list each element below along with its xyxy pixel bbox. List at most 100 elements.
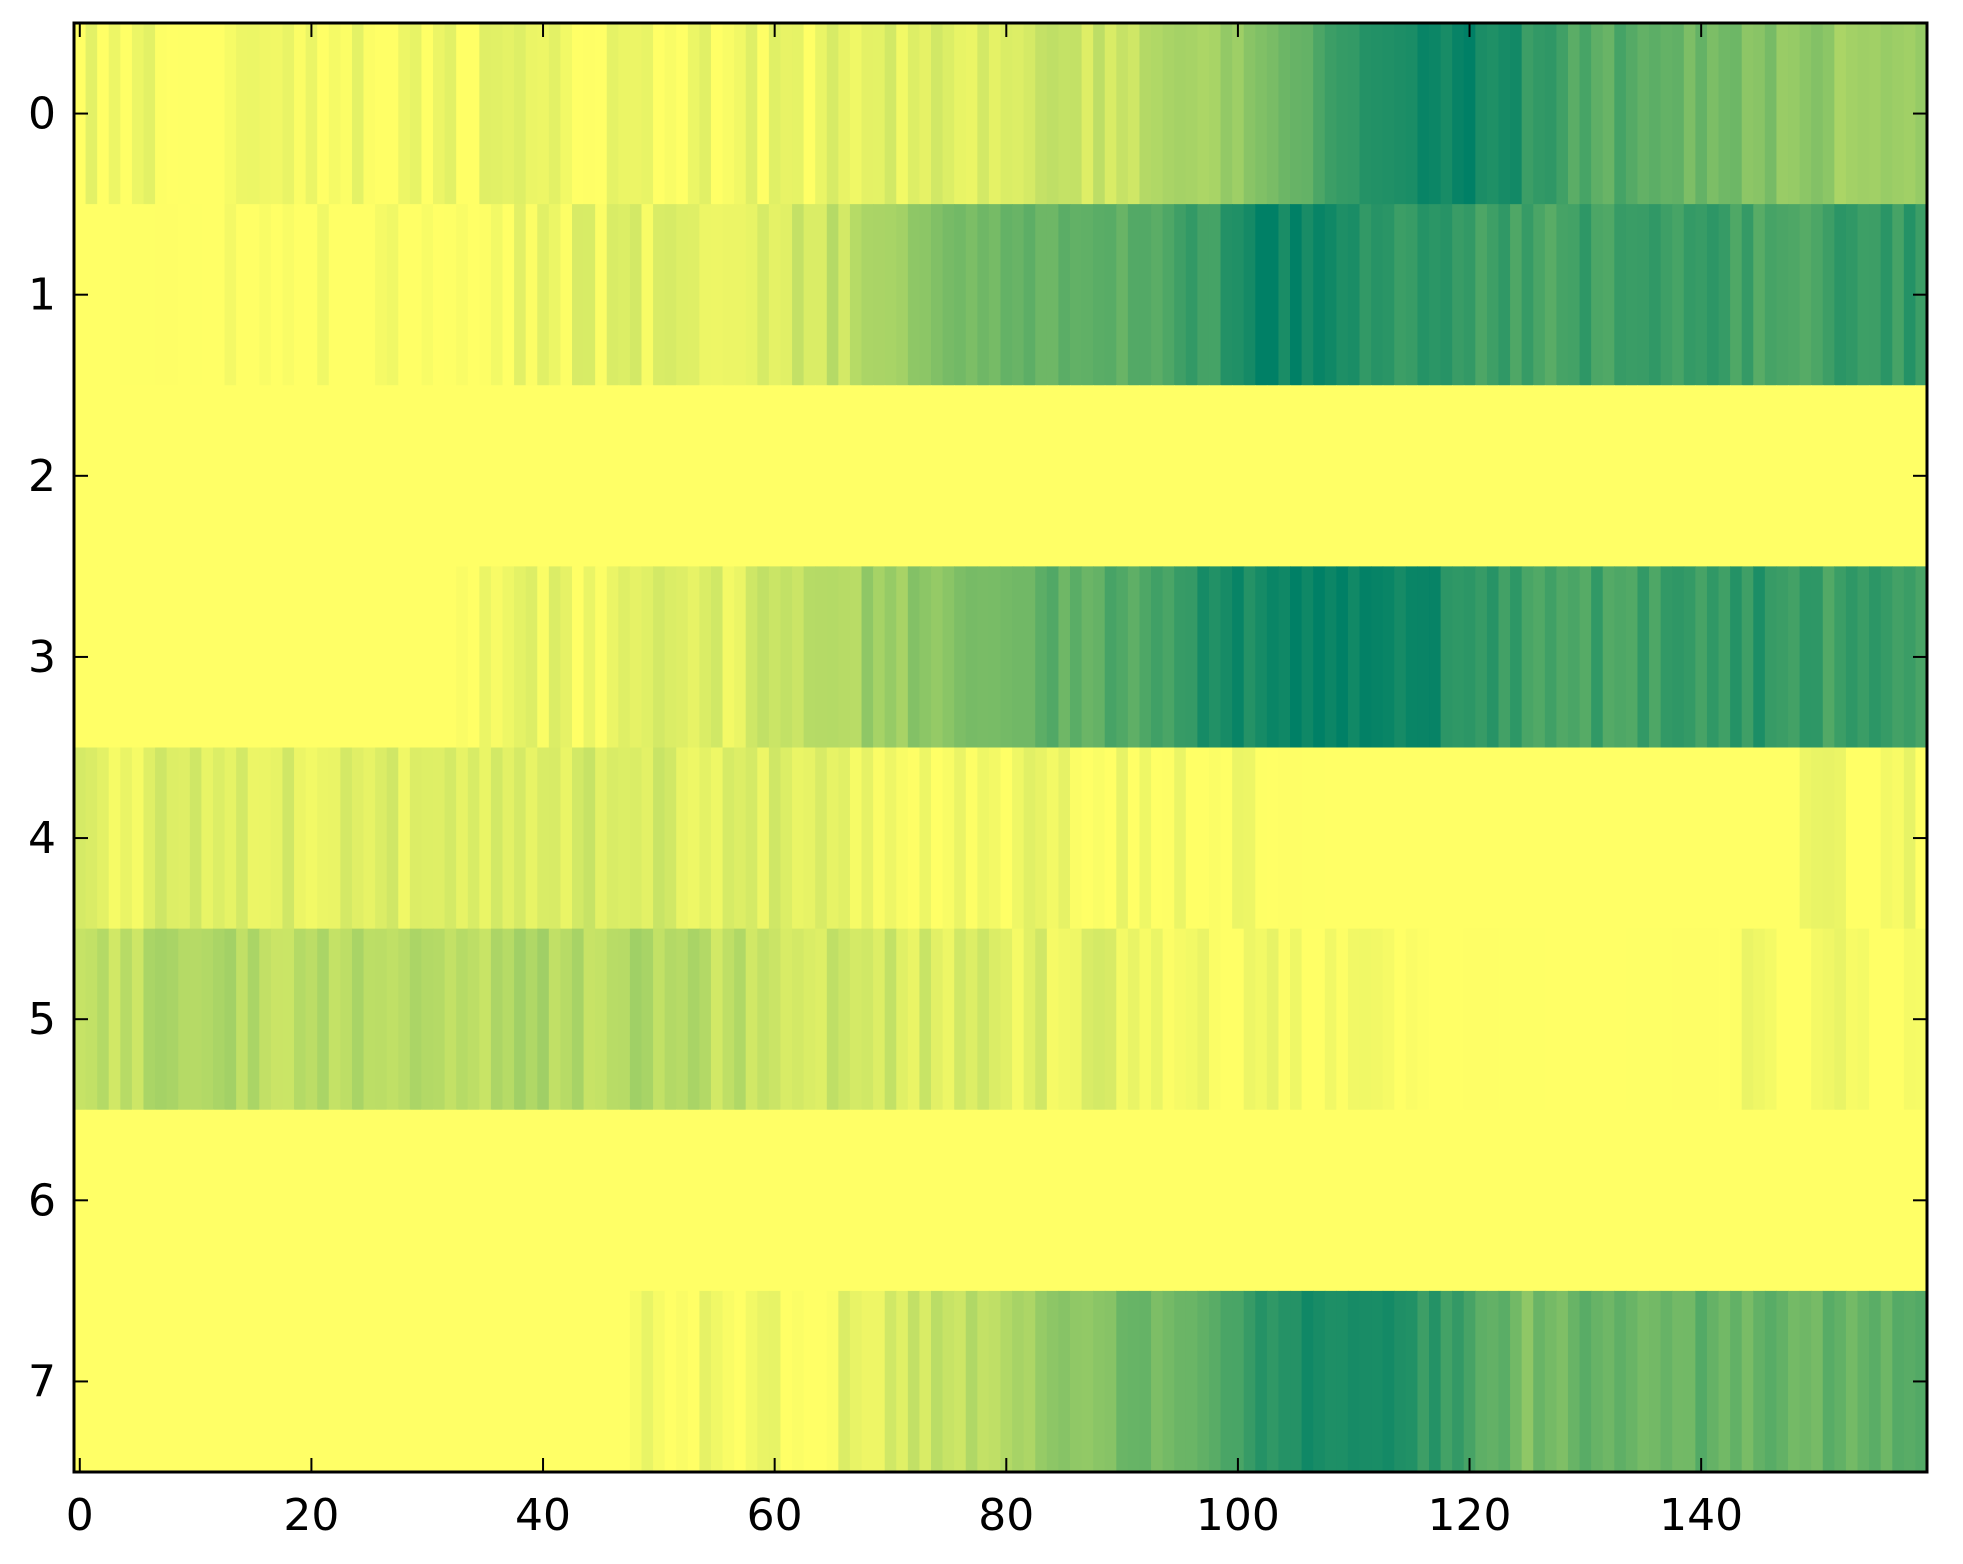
heatmap-cell-r1-c96 bbox=[1185, 204, 1198, 386]
heatmap-cell-r5-c10 bbox=[189, 928, 202, 1111]
heatmap-cell-r7-c62 bbox=[792, 1290, 805, 1473]
heatmap-cell-r0-c38 bbox=[514, 23, 527, 205]
heatmap-cell-r0-c20 bbox=[305, 23, 318, 205]
heatmap-cell-r0-c120 bbox=[1463, 23, 1476, 205]
heatmap-cell-r2-c4 bbox=[120, 385, 133, 567]
heatmap-cell-r6-c31 bbox=[433, 1109, 446, 1292]
heatmap-cell-r4-c58 bbox=[745, 747, 758, 930]
heatmap-cell-r6-c122 bbox=[1486, 1109, 1500, 1292]
heatmap-cell-r4-c40 bbox=[537, 747, 550, 930]
heatmap-cell-r4-c48 bbox=[629, 747, 643, 930]
heatmap-cell-r0-c92 bbox=[1139, 23, 1152, 205]
heatmap-cell-r2-c44 bbox=[583, 385, 596, 567]
heatmap-cell-r0-c27 bbox=[386, 23, 399, 205]
heatmap-cell-r0-c37 bbox=[502, 23, 515, 205]
heatmap-cell-r7-c147 bbox=[1776, 1290, 1789, 1473]
heatmap-cell-r6-c93 bbox=[1151, 1109, 1164, 1292]
heatmap-cell-r7-c63 bbox=[803, 1290, 816, 1473]
heatmap-cell-r3-c136 bbox=[1649, 566, 1662, 749]
heatmap-cell-r4-c116 bbox=[1417, 747, 1430, 930]
heatmap-cell-r1-c2 bbox=[97, 204, 110, 386]
heatmap-cell-r0-c126 bbox=[1533, 23, 1546, 205]
heatmap-cell-r1-c127 bbox=[1544, 204, 1557, 386]
heatmap-cell-r7-c92 bbox=[1139, 1290, 1152, 1473]
heatmap-cell-r1-c116 bbox=[1417, 204, 1430, 386]
heatmap-cell-r4-c62 bbox=[792, 747, 805, 930]
heatmap-cell-r6-c11 bbox=[201, 1109, 214, 1292]
heatmap-cell-r0-c101 bbox=[1243, 23, 1256, 205]
heatmap-cell-r5-c137 bbox=[1660, 928, 1673, 1111]
heatmap-cell-r3-c47 bbox=[618, 566, 631, 749]
heatmap-cell-r4-c157 bbox=[1892, 747, 1905, 930]
heatmap-cell-r5-c103 bbox=[1266, 928, 1280, 1111]
heatmap-cell-r6-c1 bbox=[85, 1109, 98, 1292]
heatmap-cell-r6-c58 bbox=[745, 1109, 758, 1292]
heatmap-cell-r0-c112 bbox=[1371, 23, 1384, 205]
heatmap-cell-r3-c26 bbox=[375, 566, 388, 749]
heatmap-cell-r2-c106 bbox=[1301, 385, 1314, 567]
heatmap-cell-r0-c146 bbox=[1764, 23, 1778, 205]
heatmap-cell-r5-c27 bbox=[386, 928, 399, 1111]
heatmap-cell-r4-c13 bbox=[224, 747, 237, 930]
heatmap-cell-r6-c134 bbox=[1625, 1109, 1639, 1292]
heatmap-cell-r5-c79 bbox=[988, 928, 1002, 1111]
heatmap-cell-r6-c76 bbox=[954, 1109, 967, 1292]
heatmap-cell-r5-c89 bbox=[1104, 928, 1117, 1111]
heatmap-cell-r4-c120 bbox=[1463, 747, 1476, 930]
heatmap-cell-r1-c62 bbox=[792, 204, 805, 386]
heatmap-cell-r2-c100 bbox=[1232, 385, 1245, 567]
heatmap-cell-r4-c72 bbox=[907, 747, 921, 930]
heatmap-cell-r5-c115 bbox=[1405, 928, 1419, 1111]
heatmap-cell-r0-c64 bbox=[815, 23, 828, 205]
heatmap-cell-r4-c61 bbox=[780, 747, 793, 930]
heatmap-cell-r4-c5 bbox=[131, 747, 145, 930]
heatmap-cell-r7-c106 bbox=[1301, 1290, 1314, 1473]
heatmap-cell-r7-c151 bbox=[1822, 1290, 1835, 1473]
heatmap-cell-r2-c64 bbox=[815, 385, 828, 567]
heatmap-cell-r2-c33 bbox=[456, 385, 469, 567]
heatmap-cell-r6-c16 bbox=[259, 1109, 272, 1292]
heatmap-cell-r0-c111 bbox=[1359, 23, 1372, 205]
heatmap-cell-r7-c72 bbox=[907, 1290, 921, 1473]
heatmap-cell-r4-c16 bbox=[259, 747, 272, 930]
heatmap-cell-r0-c42 bbox=[560, 23, 573, 205]
heatmap-cell-r6-c10 bbox=[189, 1109, 202, 1292]
heatmap-cell-r7-c118 bbox=[1440, 1290, 1453, 1473]
heatmap-cell-r5-c68 bbox=[861, 928, 874, 1111]
heatmap-cell-r0-c86 bbox=[1069, 23, 1083, 205]
heatmap-cell-r0-c138 bbox=[1672, 23, 1685, 205]
heatmap-cell-r2-c83 bbox=[1035, 385, 1048, 567]
heatmap-cell-r3-c4 bbox=[120, 566, 133, 749]
heatmap-cell-r0-c68 bbox=[861, 23, 874, 205]
heatmap-cell-r7-c107 bbox=[1313, 1290, 1326, 1473]
heatmap-cell-r5-c20 bbox=[305, 928, 318, 1111]
heatmap-cell-r0-c154 bbox=[1857, 23, 1870, 205]
heatmap-cell-r5-c96 bbox=[1185, 928, 1198, 1111]
heatmap-cell-r3-c43 bbox=[571, 566, 585, 749]
heatmap-cell-r0-c118 bbox=[1440, 23, 1453, 205]
heatmap-cell-r4-c152 bbox=[1834, 747, 1847, 930]
heatmap-cell-r0-c97 bbox=[1197, 23, 1210, 205]
heatmap-cell-r6-c155 bbox=[1869, 1109, 1882, 1292]
heatmap-cell-r4-c53 bbox=[687, 747, 700, 930]
heatmap-cell-r4-c22 bbox=[328, 747, 341, 930]
heatmap-cell-r6-c7 bbox=[155, 1109, 168, 1292]
heatmap-cell-r0-c79 bbox=[988, 23, 1002, 205]
heatmap-cell-r3-c101 bbox=[1243, 566, 1256, 749]
heatmap-cell-r4-c89 bbox=[1104, 747, 1117, 930]
heatmap-cell-r2-c35 bbox=[479, 385, 492, 567]
heatmap-cell-r0-c98 bbox=[1208, 23, 1222, 205]
heatmap-cell-r0-c144 bbox=[1741, 23, 1754, 205]
heatmap-cell-r2-c16 bbox=[259, 385, 272, 567]
heatmap-cell-r0-c47 bbox=[618, 23, 631, 205]
heatmap-cell-r3-c86 bbox=[1069, 566, 1083, 749]
heatmap-cell-r7-c58 bbox=[745, 1290, 758, 1473]
heatmap-cell-r3-c150 bbox=[1811, 566, 1824, 749]
heatmap-cell-r3-c22 bbox=[328, 566, 341, 749]
heatmap-cell-r1-c17 bbox=[270, 204, 284, 386]
heatmap-cell-r6-c42 bbox=[560, 1109, 573, 1292]
heatmap-cell-r2-c27 bbox=[386, 385, 399, 567]
heatmap-cell-r1-c99 bbox=[1220, 204, 1233, 386]
heatmap-cell-r2-c158 bbox=[1903, 385, 1917, 567]
heatmap-cell-r3-c90 bbox=[1116, 566, 1129, 749]
